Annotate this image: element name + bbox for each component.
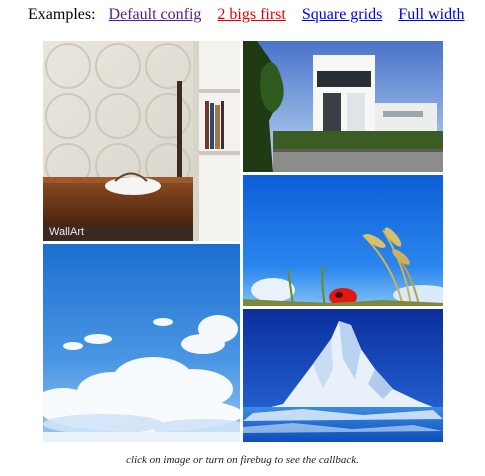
image-tile-clouds[interactable] (43, 244, 240, 442)
house-image (243, 41, 443, 172)
watermark-text: WallArt (49, 226, 84, 238)
full-width-link[interactable]: Full width (398, 6, 465, 23)
interior-image: WallArt (43, 41, 240, 241)
image-tile-iceberg[interactable] (243, 309, 443, 442)
wheat-image (243, 175, 443, 306)
image-grid: WallArt (43, 41, 443, 442)
examples-bar: Examples: Default config 2 bigs first Sq… (28, 5, 471, 25)
two-bigs-first-link[interactable]: 2 bigs first (217, 6, 286, 23)
callback-caption: click on image or turn on firebug to see… (126, 454, 359, 466)
image-tile-interior[interactable]: WallArt (43, 41, 240, 241)
square-grids-link[interactable]: Square grids (301, 6, 383, 23)
default-config-link[interactable]: Default config (108, 6, 202, 23)
image-tile-wheat[interactable] (243, 175, 443, 306)
clouds-image (43, 244, 240, 442)
iceberg-image (243, 309, 443, 442)
examples-label: Examples: (28, 6, 96, 23)
image-tile-house[interactable] (243, 41, 443, 172)
